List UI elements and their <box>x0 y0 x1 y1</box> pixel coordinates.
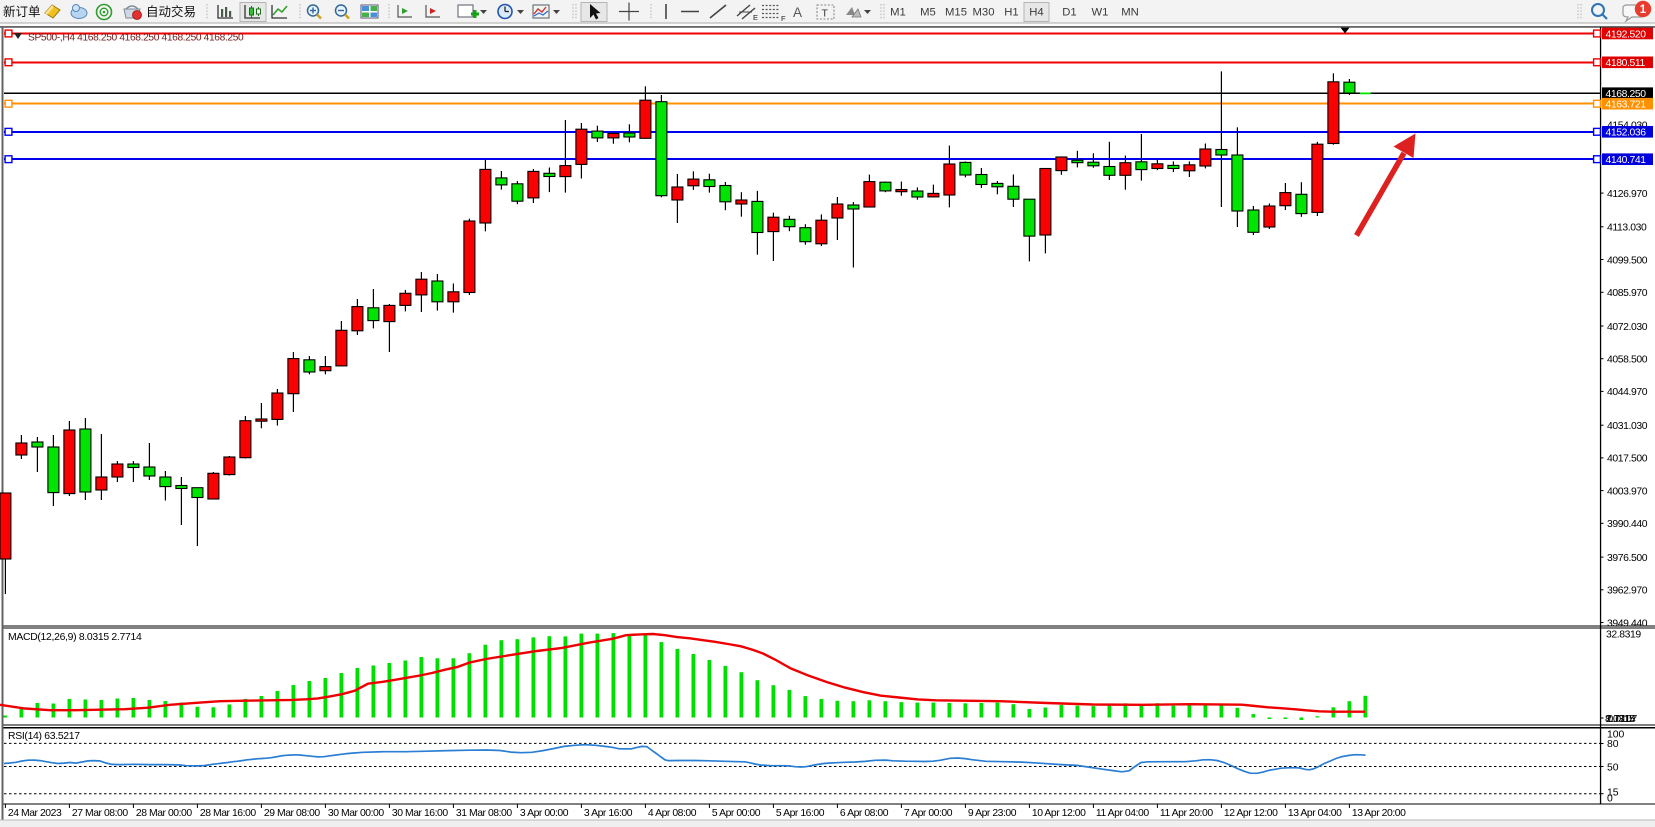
svg-text:13 Apr 04:00: 13 Apr 04:00 <box>1288 808 1342 819</box>
svg-text:28 Mar 00:00: 28 Mar 00:00 <box>136 808 192 819</box>
svg-text:H1: H1 <box>1004 7 1018 19</box>
svg-text:2.7714: 2.7714 <box>1606 714 1636 725</box>
svg-text:28 Mar 16:00: 28 Mar 16:00 <box>200 808 256 819</box>
svg-text:80: 80 <box>1607 739 1619 750</box>
svg-text:27 Mar 08:00: 27 Mar 08:00 <box>72 808 128 819</box>
svg-text:M1: M1 <box>890 7 906 19</box>
svg-text:8.0315: 8.0315 <box>1605 714 1635 725</box>
svg-text:9 Apr 23:00: 9 Apr 23:00 <box>968 808 1017 819</box>
svg-text:SP500-,H4 4168.250 4168.250 4: SP500-,H4 4168.250 4168.250 4168.250 416… <box>28 33 244 44</box>
svg-text:4140.741: 4140.741 <box>1606 155 1647 166</box>
svg-text:4192.520: 4192.520 <box>1606 29 1647 40</box>
svg-text:3962.970: 3962.970 <box>1607 586 1648 597</box>
svg-text:3949.440: 3949.440 <box>1607 618 1648 629</box>
svg-text:13 Apr 20:00: 13 Apr 20:00 <box>1352 808 1406 819</box>
svg-text:30 Mar 00:00: 30 Mar 00:00 <box>328 808 384 819</box>
svg-text:0: 0 <box>1607 793 1613 804</box>
svg-text:3 Apr 16:00: 3 Apr 16:00 <box>584 808 633 819</box>
svg-text:12 Apr 12:00: 12 Apr 12:00 <box>1224 808 1278 819</box>
svg-text:E: E <box>753 13 758 22</box>
svg-text:T: T <box>822 8 829 20</box>
svg-text:7 Apr 00:00: 7 Apr 00:00 <box>904 808 953 819</box>
svg-text:31 Mar 08:00: 31 Mar 08:00 <box>456 808 512 819</box>
svg-text:MN: MN <box>1121 7 1139 19</box>
svg-text:H4: H4 <box>1029 7 1043 19</box>
svg-text:1: 1 <box>1640 4 1647 16</box>
svg-text:A: A <box>793 5 802 20</box>
svg-text:4126.970: 4126.970 <box>1607 189 1648 200</box>
svg-text:5 Apr 00:00: 5 Apr 00:00 <box>712 808 761 819</box>
svg-text:32.8319: 32.8319 <box>1606 630 1641 641</box>
svg-text:4113.030: 4113.030 <box>1607 223 1647 234</box>
svg-text:3 Apr 00:00: 3 Apr 00:00 <box>520 808 569 819</box>
svg-text:11 Apr 04:00: 11 Apr 04:00 <box>1096 808 1149 819</box>
svg-text:4044.970: 4044.970 <box>1607 387 1648 398</box>
svg-text:W1: W1 <box>1092 7 1109 19</box>
svg-text:4180.511: 4180.511 <box>1606 58 1646 69</box>
svg-text:4003.970: 4003.970 <box>1607 486 1648 497</box>
svg-text:MACD(12,26,9) 8.0315 2.7714: MACD(12,26,9) 8.0315 2.7714 <box>8 632 142 643</box>
svg-text:4163.721: 4163.721 <box>1606 100 1647 111</box>
svg-text:D1: D1 <box>1062 7 1076 19</box>
svg-text:4085.970: 4085.970 <box>1607 288 1648 299</box>
svg-text:F: F <box>781 14 786 23</box>
svg-text:4058.500: 4058.500 <box>1607 355 1648 366</box>
svg-text:29 Mar 08:00: 29 Mar 08:00 <box>264 808 320 819</box>
svg-text:4031.030: 4031.030 <box>1607 421 1648 432</box>
svg-text:4072.030: 4072.030 <box>1607 322 1648 333</box>
svg-text:100: 100 <box>1607 729 1625 740</box>
svg-text:M30: M30 <box>973 7 995 19</box>
svg-text:11 Apr 20:00: 11 Apr 20:00 <box>1160 808 1213 819</box>
svg-text:0.0107: 0.0107 <box>1608 714 1638 725</box>
svg-text:4152.036: 4152.036 <box>1606 128 1647 139</box>
svg-text:10 Apr 12:00: 10 Apr 12:00 <box>1032 808 1086 819</box>
svg-text:15: 15 <box>1607 788 1619 799</box>
svg-text:6 Apr 08:00: 6 Apr 08:00 <box>840 808 889 819</box>
svg-text:4 Apr 08:00: 4 Apr 08:00 <box>648 808 697 819</box>
svg-text:M15: M15 <box>945 7 967 19</box>
svg-text:3976.500: 3976.500 <box>1607 553 1648 564</box>
svg-text:4017.500: 4017.500 <box>1607 454 1648 465</box>
svg-text:自动交易: 自动交易 <box>146 4 196 19</box>
svg-text:50: 50 <box>1607 762 1619 773</box>
svg-text:4099.500: 4099.500 <box>1607 255 1648 266</box>
svg-text:4168.250: 4168.250 <box>1606 89 1647 100</box>
svg-text:5 Apr 16:00: 5 Apr 16:00 <box>776 808 825 819</box>
svg-text:RSI(14) 63.5217: RSI(14) 63.5217 <box>8 731 80 742</box>
svg-text:新订单: 新订单 <box>3 4 41 19</box>
svg-text:24 Mar 2023: 24 Mar 2023 <box>8 808 62 819</box>
svg-text:30 Mar 16:00: 30 Mar 16:00 <box>392 808 448 819</box>
svg-text:3990.440: 3990.440 <box>1607 519 1648 530</box>
svg-text:M5: M5 <box>920 7 936 19</box>
